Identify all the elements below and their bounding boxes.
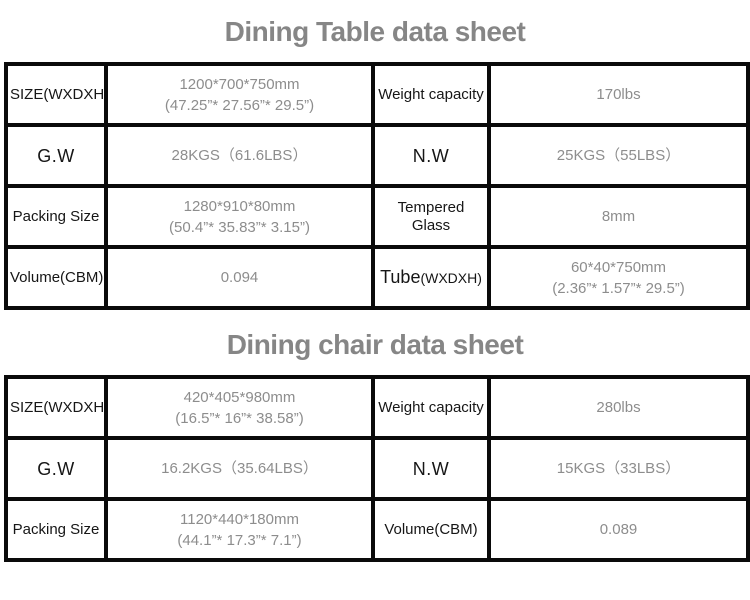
table-row-volume: Volume(CBM) 0.094 Tube(WXDXH) 60*40*750m…: [4, 245, 750, 310]
size-value: 1200*700*750mm (47.25”* 27.56”* 29.5”): [104, 62, 375, 127]
tube-value-mm: 60*40*750mm: [570, 258, 667, 276]
volume-value: 0.094: [104, 245, 375, 310]
dining-chair-data-sheet: SIZE(WXDXH) 420*405*980mm (16.5”* 16”* 3…: [4, 375, 750, 562]
volume-label: Volume(CBM): [371, 497, 491, 562]
packing-size-label: Packing Size: [4, 184, 108, 249]
size-label: SIZE(WXDXH): [4, 375, 108, 440]
weight-capacity-label: Weight capacity: [371, 62, 491, 127]
tube-label-suffix: (WXDXH): [420, 269, 482, 286]
dining-table-sheet-title: Dining Table data sheet: [224, 16, 526, 47]
gross-weight-label: G.W: [4, 123, 108, 188]
table-row-size: SIZE(WXDXH) 420*405*980mm (16.5”* 16”* 3…: [4, 375, 750, 440]
table-row-gross-weight: G.W 16.2KGS（35.64LBS） N.W 15KGS（33LBS）: [4, 436, 750, 501]
packing-size-value-inch: (50.4”* 35.83”* 3.15”): [169, 218, 310, 236]
volume-label: Volume(CBM): [4, 245, 108, 310]
table-row-size: SIZE(WXDXH) 1200*700*750mm (47.25”* 27.5…: [4, 62, 750, 127]
size-value-mm: 1200*700*750mm: [179, 75, 300, 93]
size-value-inch: (47.25”* 27.56”* 29.5”): [164, 96, 315, 114]
tube-label-main: Tube: [380, 266, 421, 287]
size-label: SIZE(WXDXH): [4, 62, 108, 127]
net-weight-label: N.W: [371, 123, 491, 188]
packing-size-value-inch: (44.1”* 17.3”* 7.1”): [177, 531, 302, 549]
size-value: 420*405*980mm (16.5”* 16”* 38.58”): [104, 375, 375, 440]
tube-label: Tube(WXDXH): [371, 245, 491, 310]
packing-size-value: 1120*440*180mm (44.1”* 17.3”* 7.1”): [104, 497, 375, 562]
net-weight-label: N.W: [371, 436, 491, 501]
packing-size-value-mm: 1120*440*180mm: [180, 510, 299, 528]
dining-table-data-sheet: SIZE(WXDXH) 1200*700*750mm (47.25”* 27.5…: [4, 62, 750, 310]
size-value-inch: (16.5”* 16”* 38.58”): [175, 409, 304, 427]
weight-capacity-label: Weight capacity: [371, 375, 491, 440]
size-value-mm: 420*405*980mm: [183, 388, 296, 406]
tempered-glass-value: 8mm: [487, 184, 750, 249]
volume-value: 0.089: [487, 497, 750, 562]
packing-size-value: 1280*910*80mm (50.4”* 35.83”* 3.15”): [104, 184, 375, 249]
table-row-gross-weight: G.W 28KGS（61.6LBS） N.W 25KGS（55LBS）: [4, 123, 750, 188]
net-weight-value: 25KGS（55LBS）: [487, 123, 750, 188]
tube-value-inch: (2.36”* 1.57”* 29.5”): [552, 279, 685, 297]
tube-value: 60*40*750mm (2.36”* 1.57”* 29.5”): [487, 245, 750, 310]
net-weight-value: 15KGS（33LBS）: [487, 436, 750, 501]
dining-chair-sheet-title: Dining chair data sheet: [226, 329, 524, 360]
table-row-packing-size: Packing Size 1120*440*180mm (44.1”* 17.3…: [4, 497, 750, 562]
gross-weight-value: 16.2KGS（35.64LBS）: [104, 436, 375, 501]
packing-size-label: Packing Size: [4, 497, 108, 562]
weight-capacity-value: 170lbs: [487, 62, 750, 127]
packing-size-value-mm: 1280*910*80mm: [183, 197, 296, 215]
weight-capacity-value: 280lbs: [487, 375, 750, 440]
gross-weight-value: 28KGS（61.6LBS）: [104, 123, 375, 188]
table-row-packing-size: Packing Size 1280*910*80mm (50.4”* 35.83…: [4, 184, 750, 249]
gross-weight-label: G.W: [4, 436, 108, 501]
tempered-glass-label: Tempered Glass: [371, 184, 491, 249]
